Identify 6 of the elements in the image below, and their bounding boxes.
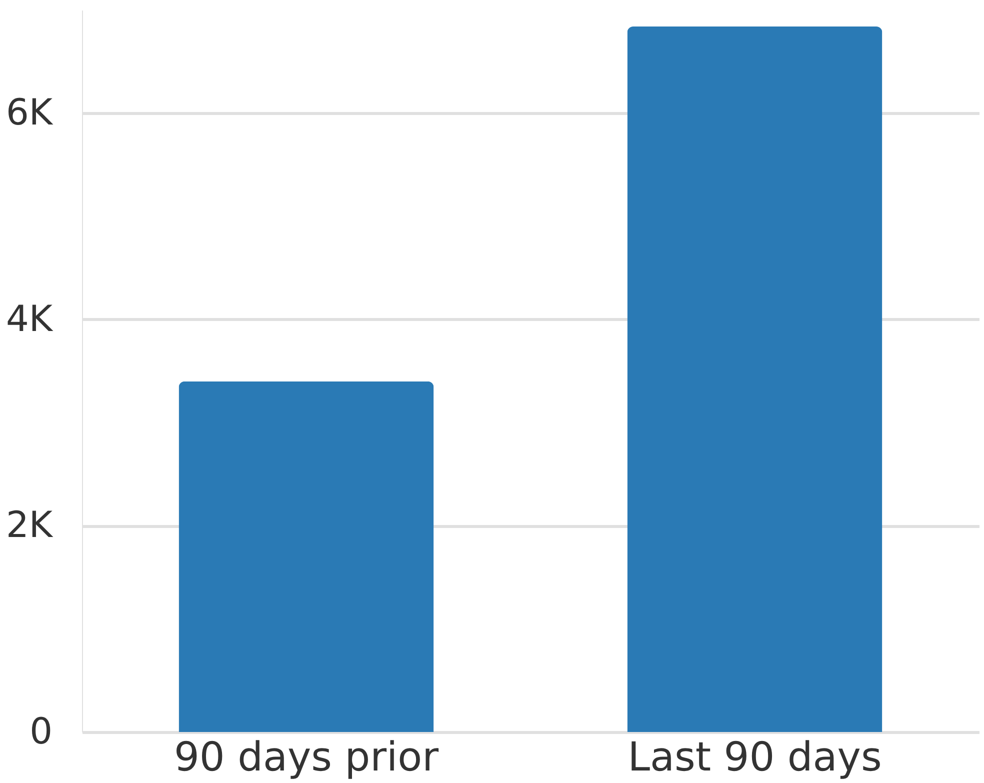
y-tick-label: 4K xyxy=(6,298,54,340)
y-tick-label: 0 xyxy=(30,712,52,752)
y-tick-label: 2K xyxy=(6,505,54,546)
y-tick-label: 6K xyxy=(6,92,54,134)
x-tick-label: 90 days prior xyxy=(174,734,440,780)
x-tick-label: Last 90 days xyxy=(628,734,882,780)
